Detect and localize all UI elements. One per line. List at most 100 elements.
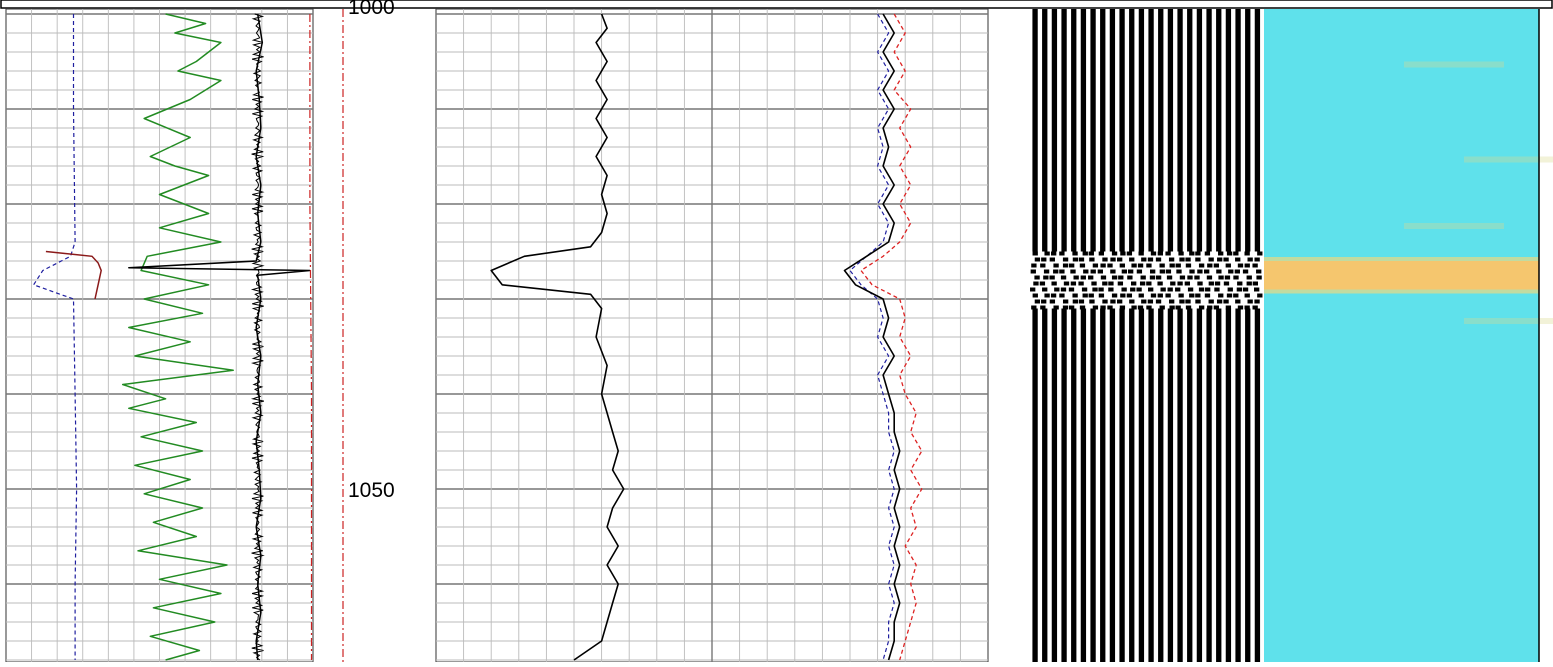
waveform-dash-21-288: [1236, 287, 1243, 292]
waveform-bar-upper-9: [1119, 9, 1125, 252]
waveform-dash-11-276: [1140, 275, 1146, 280]
waveform-dash-19-300: [1216, 299, 1223, 304]
waveform-bar-upper-12: [1148, 9, 1154, 252]
waveform-dash-5-270: [1083, 269, 1089, 274]
waveform-dash-7-282: [1102, 281, 1108, 286]
waveform-dash-21-276: [1233, 275, 1239, 280]
waveform-dash-22-300: [1247, 299, 1253, 304]
image-band-edge-bottom: [1264, 289, 1539, 294]
waveform-bar-lower-22: [1245, 308, 1251, 662]
image-band-edge-top: [1264, 257, 1539, 261]
waveform-dash-6-252: [1088, 251, 1094, 256]
waveform-dash-2-264: [1053, 263, 1059, 268]
waveform-dash-6-258: [1089, 257, 1095, 262]
waveform-dash-2-252: [1051, 251, 1057, 256]
waveform-dash-19-306: [1213, 305, 1220, 310]
waveform-dash-8-252: [1111, 251, 1118, 256]
waveform-dash-3-270: [1059, 269, 1065, 274]
waveform-bar-upper-20: [1225, 9, 1232, 252]
waveform-dash-18-306: [1207, 305, 1213, 310]
waveform-bar-upper-22: [1245, 9, 1251, 252]
waveform-dash-10-288: [1130, 287, 1136, 292]
waveform-dash-19-264: [1213, 263, 1220, 268]
track-1-curves: [32, 13, 313, 661]
waveform-dash-5-282: [1078, 281, 1084, 286]
waveform-dash-18-282: [1208, 281, 1214, 286]
waveform-dash-18-264: [1207, 263, 1213, 268]
waveform-dash-19-288: [1214, 287, 1220, 292]
curve-track2-black-2: [843, 13, 901, 661]
waveform-dash-9-276: [1118, 275, 1124, 280]
waveform-dash-15-306: [1175, 305, 1181, 310]
waveform-bar-lower-15: [1177, 308, 1183, 662]
waveform-dash-15-276: [1179, 275, 1186, 280]
waveform-dash-18-276: [1206, 275, 1213, 280]
waveform-dash-6-300: [1089, 299, 1095, 304]
waveform-bar-upper-19: [1216, 9, 1222, 252]
waveform-dash-17-288: [1198, 287, 1205, 292]
waveform-dash-3-288: [1060, 287, 1067, 292]
waveform-bar-upper-6: [1090, 9, 1096, 252]
waveform-dash-19-276: [1218, 275, 1224, 280]
waveform-dash-10-282: [1131, 281, 1137, 286]
waveform-dash-4-288: [1068, 287, 1075, 292]
curve-track1-green: [121, 13, 234, 661]
waveform-dash-3-252: [1059, 251, 1065, 256]
waveform-bar-lower-20: [1225, 308, 1232, 662]
waveform-dash-9-264: [1119, 263, 1125, 268]
waveform-bar-upper-7: [1100, 9, 1106, 252]
waveform-dash-4-282: [1070, 281, 1077, 286]
waveform-dash-13-300: [1155, 299, 1162, 304]
waveform-dash-7-264: [1100, 263, 1106, 268]
waveform-dash-9-252: [1120, 251, 1126, 256]
waveform-bar-lower-23: [1254, 308, 1261, 662]
waveform-dash-0-270: [1030, 269, 1036, 274]
waveform-dash-15-282: [1177, 281, 1183, 286]
waveform-dash-10-294: [1126, 293, 1133, 298]
image-background: [1264, 9, 1539, 662]
waveform-dash-3-258: [1062, 257, 1069, 262]
waveform-dash-6-294: [1088, 293, 1094, 298]
waveform-dash-1-288: [1042, 287, 1048, 292]
header-frame: [0, 0, 1553, 9]
waveform-dash-23-288: [1254, 287, 1260, 292]
waveform-bar-upper-11: [1138, 9, 1145, 252]
waveform-dash-7-276: [1100, 275, 1107, 280]
waveform-dash-18-270: [1204, 269, 1210, 274]
waveform-dash-16-258: [1185, 257, 1191, 262]
waveform-dash-7-294: [1098, 293, 1105, 298]
waveform-bar-lower-12: [1148, 308, 1154, 662]
waveform-dash-13-270: [1159, 269, 1165, 274]
waveform-dash-10-270: [1128, 269, 1134, 274]
waveform-bar-lower-14: [1167, 308, 1174, 662]
curve-track2-red-dashed: [860, 13, 923, 661]
curve-track2-navy-dashed: [849, 13, 895, 661]
waveform-bar-upper-5: [1080, 9, 1087, 252]
waveform-dash-14-288: [1167, 287, 1173, 292]
waveform-dash-4-264: [1069, 263, 1075, 268]
waveform-dash-1-294: [1044, 293, 1050, 298]
waveform-dash-20-252: [1226, 251, 1233, 256]
waveform-dash-1-300: [1041, 299, 1047, 304]
waveform-dash-11-258: [1141, 257, 1147, 262]
waveform-dash-13-264: [1159, 263, 1165, 268]
waveform-dash-11-270: [1136, 269, 1143, 274]
waveform-dash-17-252: [1195, 251, 1201, 256]
waveform-dash-10-252: [1126, 251, 1133, 256]
waveform-dash-0-276: [1034, 275, 1040, 280]
waveform-dash-21-306: [1237, 305, 1244, 310]
image-streak-1: [1464, 156, 1553, 163]
waveform-dash-12-252: [1150, 251, 1157, 256]
waveform-dash-17-306: [1198, 305, 1205, 310]
waveform-dash-14-306: [1169, 305, 1175, 310]
waveform-dash-1-252: [1044, 251, 1050, 256]
waveform-dash-19-270: [1216, 269, 1222, 274]
waveform-dash-19-294: [1218, 293, 1224, 298]
waveform-dash-4-300: [1072, 299, 1079, 304]
waveform-dash-5-276: [1080, 275, 1086, 280]
waveform-bar-upper-8: [1109, 9, 1116, 252]
waveform-dash-18-258: [1208, 257, 1214, 262]
waveform-dash-2-282: [1051, 281, 1057, 286]
waveform-dash-15-264: [1175, 263, 1181, 268]
waveform-dash-5-306: [1079, 305, 1086, 310]
